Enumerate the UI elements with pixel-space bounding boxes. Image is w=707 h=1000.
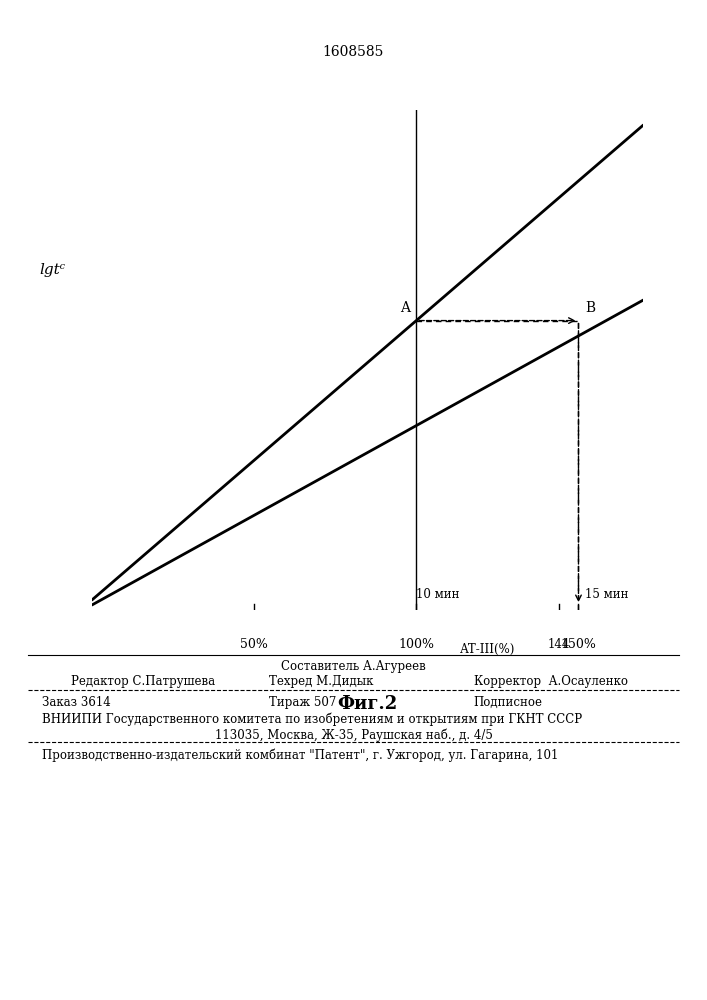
Text: 100%: 100% — [398, 638, 434, 650]
Text: Производственно-издательский комбинат "Патент", г. Ужгород, ул. Гагарина, 101: Производственно-издательский комбинат "П… — [42, 748, 559, 762]
Text: АТ-ІІІ(%): АТ-ІІІ(%) — [460, 643, 515, 656]
Text: Фиг.2: Фиг.2 — [337, 695, 398, 713]
Text: lgtᶜ: lgtᶜ — [40, 263, 66, 277]
Text: 50%: 50% — [240, 638, 268, 650]
Text: Составитель А.Агуреев: Составитель А.Агуреев — [281, 660, 426, 673]
Text: Корректор  А.Осауленко: Корректор А.Осауленко — [474, 675, 628, 688]
Text: Тираж 507: Тираж 507 — [269, 696, 336, 709]
Text: Техред М.Дидык: Техред М.Дидык — [269, 675, 373, 688]
Text: Подписное: Подписное — [474, 696, 543, 709]
Text: 144: 144 — [548, 638, 571, 650]
Text: ВНИИПИ Государственного комитета по изобретениям и открытиям при ГКНТ СССР: ВНИИПИ Государственного комитета по изоб… — [42, 712, 583, 726]
Text: 150%: 150% — [561, 638, 597, 650]
Text: B: B — [585, 301, 595, 315]
Text: 10 мин: 10 мин — [416, 588, 460, 601]
Text: 113035, Москва, Ж-35, Раушская наб., д. 4/5: 113035, Москва, Ж-35, Раушская наб., д. … — [214, 728, 493, 742]
Text: Заказ 3614: Заказ 3614 — [42, 696, 111, 709]
Text: 1608585: 1608585 — [323, 45, 384, 59]
Text: 15 мин: 15 мин — [585, 588, 629, 601]
Text: A: A — [400, 301, 410, 315]
Text: Редактор С.Патрушева: Редактор С.Патрушева — [71, 675, 215, 688]
